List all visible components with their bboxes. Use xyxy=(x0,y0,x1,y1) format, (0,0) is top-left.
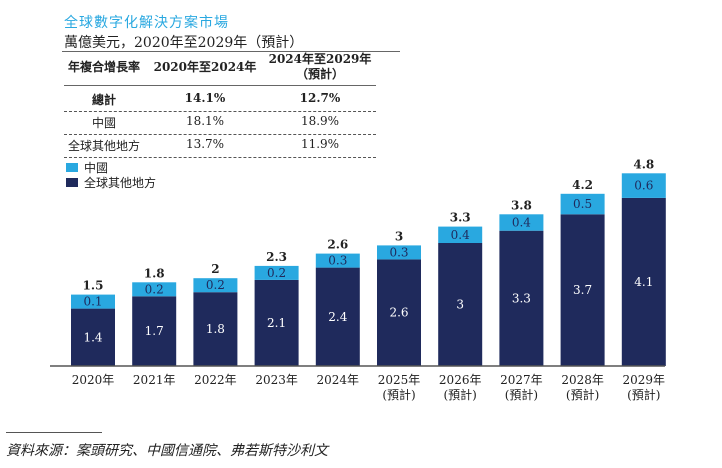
data-label: 2.6 xyxy=(389,306,408,320)
x-tick-label: 2023年 xyxy=(255,373,298,387)
bar-segment-china xyxy=(621,173,666,198)
bar-segment-rest xyxy=(254,279,299,366)
chart-subtitle: 萬億美元，2020年至2029年（預計） xyxy=(64,35,304,51)
table-header: 2024年至2029年 （預計） xyxy=(268,52,372,81)
x-tick-label: 2029年 xyxy=(623,373,666,387)
bar-segment-rest xyxy=(193,292,238,366)
total-label: 2.3 xyxy=(266,250,287,264)
bar-segment-china xyxy=(560,193,605,215)
data-label: 4.1 xyxy=(634,275,653,289)
x-tick-label: 2024年 xyxy=(317,373,360,387)
bar-segment-rest xyxy=(438,243,483,366)
bar-segment-rest xyxy=(499,230,544,366)
x-tick-label: 2027年 xyxy=(500,373,543,387)
bar-segment-rest xyxy=(560,214,605,366)
data-label: 0.2 xyxy=(267,266,286,280)
x-tick-label: (預計) xyxy=(505,387,538,402)
source-note: 資料來源：案頭研究、中國信通院、弗若斯特沙利文 xyxy=(6,443,328,459)
legend-label: 全球其他地方 xyxy=(84,176,157,190)
bar-segment-china xyxy=(254,265,299,280)
table-header: 年複合增長率 xyxy=(67,60,140,74)
bar-segment-china xyxy=(377,245,421,260)
data-label: 1.7 xyxy=(145,324,164,338)
table-cell: 14.1% xyxy=(184,91,226,105)
total-label: 4.8 xyxy=(633,157,654,171)
table-header: 2020年至2024年 xyxy=(153,60,257,74)
x-tick-label: 2021年 xyxy=(133,373,176,387)
x-tick-label: (預計) xyxy=(566,387,599,402)
bar-segment-rest xyxy=(315,267,360,366)
table-cell: 11.9% xyxy=(300,137,340,151)
data-label: 3.3 xyxy=(512,291,531,305)
table-cell: 18.1% xyxy=(185,114,225,128)
bar-segment-china xyxy=(438,226,483,243)
table-header-rule xyxy=(64,85,376,86)
table-cell: 12.7% xyxy=(299,91,341,105)
x-tick-label: 2020年 xyxy=(72,373,115,387)
legend-rest: 全球其他地方 xyxy=(66,174,156,191)
data-label: 1.4 xyxy=(83,330,102,344)
total-label: 1.8 xyxy=(144,266,165,280)
bar-segment-china xyxy=(132,282,177,297)
data-label: 0.4 xyxy=(451,228,470,242)
table-top-rule xyxy=(62,51,400,52)
data-label: 2.4 xyxy=(328,310,347,324)
total-label: 1.5 xyxy=(83,279,104,293)
x-tick-label: (預計) xyxy=(627,387,660,402)
x-tick-label: 2025年 xyxy=(378,373,421,387)
total-label: 4.2 xyxy=(572,178,593,192)
table-cell: 13.7% xyxy=(185,137,225,151)
chart-title: 全球數字化解決方案市場 xyxy=(64,15,229,31)
data-label: 0.5 xyxy=(573,197,592,211)
total-label: 3.8 xyxy=(511,198,532,212)
x-tick-label: (預計) xyxy=(444,387,477,402)
table-cell: 中國 xyxy=(91,116,116,130)
bar-segment-china xyxy=(71,294,115,309)
table-cell: 全球其他地方 xyxy=(67,139,140,153)
bar-segment-china xyxy=(193,278,238,293)
x-tick-label: 2026年 xyxy=(439,373,482,387)
x-tick-label: (預計) xyxy=(382,387,415,402)
x-tick-label: 2028年 xyxy=(561,373,604,387)
data-label: 0.3 xyxy=(389,245,408,259)
data-label: 0.2 xyxy=(206,278,225,292)
data-label: 0.3 xyxy=(328,254,347,268)
bar-segment-china xyxy=(499,214,544,231)
data-label: 1.8 xyxy=(206,322,225,336)
table-cell: 總計 xyxy=(91,93,116,107)
legend-swatch xyxy=(66,163,78,172)
total-label: 2.6 xyxy=(327,238,348,252)
bar-segment-rest xyxy=(621,197,666,366)
data-label: 2.1 xyxy=(267,316,286,330)
data-label: 0.1 xyxy=(83,295,102,309)
source-rule xyxy=(6,432,102,433)
legend-china: 中國 xyxy=(66,159,108,176)
bar-segment-rest xyxy=(71,308,115,366)
total-label: 2 xyxy=(211,262,219,276)
legend-label: 中國 xyxy=(84,161,109,175)
legend-swatch xyxy=(66,178,78,187)
data-label: 0.2 xyxy=(145,282,164,296)
table-cell: 18.9% xyxy=(300,114,340,128)
x-tick-label: 2022年 xyxy=(194,373,237,387)
bar-segment-rest xyxy=(377,259,421,366)
data-label: 3 xyxy=(456,298,464,312)
total-label: 3.3 xyxy=(450,211,471,225)
table-row-divider xyxy=(64,157,376,158)
bar-segment-rest xyxy=(132,296,177,366)
data-label: 0.4 xyxy=(512,216,531,230)
data-label: 0.6 xyxy=(634,179,653,193)
table-row-divider xyxy=(64,111,376,112)
total-label: 3 xyxy=(395,229,403,243)
data-label: 3.7 xyxy=(573,283,592,297)
table-row-divider xyxy=(64,134,376,135)
bar-segment-china xyxy=(315,253,360,268)
